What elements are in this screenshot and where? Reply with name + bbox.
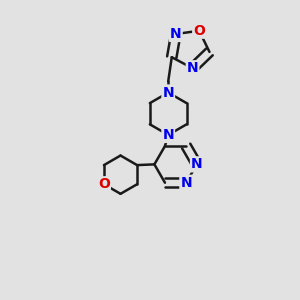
Text: N: N	[191, 158, 202, 171]
Text: N: N	[162, 128, 174, 142]
Text: N: N	[162, 85, 174, 100]
Text: N: N	[187, 61, 198, 75]
Text: O: O	[98, 177, 110, 191]
Text: N: N	[180, 176, 192, 190]
Text: N: N	[170, 27, 182, 41]
Text: O: O	[193, 24, 205, 38]
